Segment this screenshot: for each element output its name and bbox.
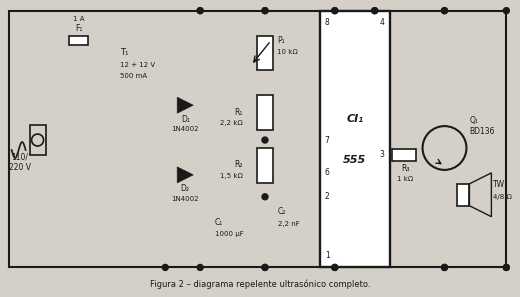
Circle shape [262, 8, 268, 14]
Text: P₁: P₁ [277, 36, 284, 45]
Text: F₁: F₁ [75, 24, 82, 33]
Text: 4: 4 [380, 18, 385, 27]
Text: 8: 8 [325, 18, 330, 27]
Bar [257, 36, 273, 70]
Circle shape [423, 126, 466, 170]
Text: 110/
220 V: 110/ 220 V [9, 152, 31, 172]
Bar [257, 95, 273, 130]
Text: CI₁: CI₁ [346, 113, 363, 124]
Text: Figura 2 – diagrama repelente ultrasónico completo.: Figura 2 – diagrama repelente ultrasónic… [150, 279, 370, 289]
Circle shape [332, 264, 338, 271]
Text: 3: 3 [380, 151, 385, 159]
Circle shape [262, 264, 268, 271]
Polygon shape [177, 167, 193, 183]
Text: 555: 555 [343, 154, 367, 165]
Circle shape [372, 8, 378, 14]
Text: TW: TW [493, 180, 505, 189]
Circle shape [441, 264, 448, 271]
Bar [458, 184, 470, 206]
Text: T₁: T₁ [120, 48, 129, 57]
Text: 1N4002: 1N4002 [172, 126, 199, 132]
Text: 1 kΩ: 1 kΩ [397, 176, 414, 182]
Circle shape [262, 264, 268, 271]
Circle shape [441, 264, 448, 271]
Text: D₂: D₂ [181, 184, 190, 193]
Text: C₁: C₁ [215, 218, 224, 227]
Circle shape [441, 8, 448, 14]
Text: 4/8 Ω: 4/8 Ω [493, 194, 512, 200]
Circle shape [162, 264, 168, 271]
Circle shape [332, 8, 338, 14]
Bar [257, 148, 273, 183]
Text: 7: 7 [325, 135, 330, 145]
Circle shape [503, 8, 509, 14]
Circle shape [372, 8, 378, 14]
Bar [9, 11, 506, 267]
Polygon shape [177, 97, 193, 113]
Circle shape [197, 8, 203, 14]
Text: 10 kΩ: 10 kΩ [277, 50, 298, 56]
Circle shape [262, 8, 268, 14]
Text: R₁: R₁ [235, 108, 243, 117]
Text: 12 + 12 V: 12 + 12 V [120, 62, 155, 68]
Bar [320, 11, 389, 267]
Circle shape [262, 194, 268, 200]
Text: 1000 μF: 1000 μF [215, 230, 244, 237]
Text: 2,2 nF: 2,2 nF [278, 221, 300, 227]
Circle shape [441, 8, 448, 14]
Circle shape [503, 264, 509, 271]
Circle shape [503, 264, 509, 271]
Text: 1: 1 [325, 251, 330, 260]
Text: 500 mA: 500 mA [120, 73, 148, 79]
Text: 2: 2 [325, 192, 330, 201]
Text: 6: 6 [325, 168, 330, 177]
Bar [69, 36, 88, 45]
Circle shape [32, 134, 44, 146]
Circle shape [197, 8, 203, 14]
Text: R₃: R₃ [401, 165, 410, 173]
Bar [392, 149, 415, 161]
Circle shape [332, 8, 338, 14]
Text: D₁: D₁ [181, 115, 190, 124]
Text: BD136: BD136 [470, 127, 495, 136]
Text: 1N4002: 1N4002 [172, 196, 199, 202]
Text: C₂: C₂ [278, 207, 287, 216]
Polygon shape [470, 173, 491, 217]
Bar [30, 125, 46, 155]
Text: R₂: R₂ [235, 160, 243, 169]
Circle shape [332, 264, 338, 271]
Circle shape [262, 137, 268, 143]
Text: Q₁: Q₁ [470, 116, 478, 125]
Text: 1 A: 1 A [73, 16, 84, 22]
Text: 2,2 kΩ: 2,2 kΩ [220, 120, 243, 126]
Text: 1,5 kΩ: 1,5 kΩ [220, 173, 243, 179]
Circle shape [197, 264, 203, 271]
